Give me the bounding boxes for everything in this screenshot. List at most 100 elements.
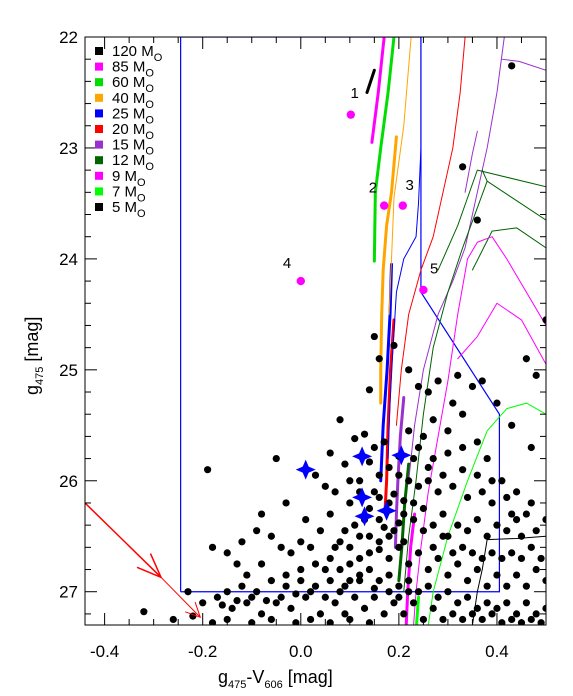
track-9	[404, 512, 417, 625]
field-star-point	[370, 332, 378, 341]
field-star-point	[439, 532, 447, 540]
field-star-point	[306, 615, 315, 624]
legend-label: 12 MO	[112, 152, 154, 173]
field-star-point	[405, 477, 413, 485]
track-thin-orange	[388, 37, 412, 315]
field-star-point	[385, 588, 393, 596]
field-star-point	[409, 454, 418, 463]
legend-swatch	[95, 93, 103, 102]
field-star-point	[434, 488, 442, 496]
track-60	[372, 37, 396, 263]
field-star-point	[331, 599, 339, 607]
x-axis-title: g475-V606 [mag]	[218, 667, 333, 691]
blue-star-marker	[352, 487, 373, 508]
legend-label-sub: O	[137, 208, 146, 220]
y-axis-title-unit: [mag]	[22, 317, 42, 367]
track-thin-green-a	[437, 169, 546, 271]
legend-label-main: 85 M	[112, 59, 145, 76]
field-star-point	[405, 577, 413, 585]
field-star-point	[385, 532, 393, 540]
field-star-point	[321, 565, 329, 574]
field-star-point	[498, 619, 506, 625]
field-star-point	[454, 371, 462, 379]
field-star-point	[537, 554, 545, 563]
legend-label-main: 12 M	[112, 152, 145, 169]
field-star-point	[419, 527, 427, 535]
field-star-point	[512, 516, 521, 524]
legend-swatch	[95, 125, 103, 133]
field-star-point	[532, 610, 540, 618]
field-star-point	[282, 571, 290, 579]
field-star-point	[517, 532, 526, 540]
legend-label: 9 MO	[112, 168, 146, 189]
track-thin-blue	[387, 37, 422, 460]
field-star-point	[341, 582, 349, 590]
field-star-point	[360, 430, 369, 438]
field-star-point	[463, 593, 472, 601]
field-star-point	[468, 549, 477, 557]
field-star-point	[204, 466, 212, 474]
field-star-point	[331, 543, 339, 551]
track-thin-magenta-b	[413, 258, 469, 625]
field-star-point	[336, 538, 344, 546]
field-star-point	[488, 610, 496, 618]
legend-swatch	[95, 203, 103, 211]
legend-label: 20 MO	[112, 121, 154, 142]
field-star-point	[306, 543, 315, 551]
y-axis-title-main: g	[22, 385, 42, 395]
field-star-point	[459, 443, 467, 452]
field-star-point	[400, 610, 408, 618]
field-star-point	[253, 588, 261, 596]
field-star-point	[409, 499, 418, 507]
field-star-point	[375, 545, 383, 554]
field-star-point	[302, 516, 310, 524]
field-star-point	[365, 504, 374, 513]
field-star-point	[405, 427, 413, 435]
field-star-point	[493, 571, 501, 579]
field-star-point	[140, 608, 148, 616]
field-star-point	[414, 549, 423, 557]
field-star-point	[277, 593, 285, 601]
field-star-point	[405, 588, 413, 596]
field-star-point	[248, 593, 256, 601]
y-tick-label: 25	[59, 361, 78, 380]
field-star-point	[365, 532, 374, 540]
blue-star-marker	[352, 446, 373, 467]
field-star-point	[346, 477, 354, 485]
field-star-point	[473, 516, 481, 524]
field-star-point	[365, 565, 374, 574]
x-axis-title-sub2: 606	[264, 679, 282, 691]
field-star-point	[385, 554, 393, 563]
field-star-point	[184, 588, 192, 596]
field-star-point	[522, 510, 530, 518]
field-star-point	[424, 463, 432, 472]
plot-frame	[84, 36, 547, 626]
candidate-point	[346, 110, 356, 119]
y-axis-title-sub: 475	[34, 367, 46, 385]
field-star-point	[483, 599, 491, 607]
track-thin-purple-a	[408, 37, 505, 482]
x-axis-title-unit: [mag]	[283, 667, 333, 687]
track-thin-magenta-c	[457, 302, 546, 365]
track-thin-purple-c	[464, 130, 478, 193]
legend-label: 40 MO	[112, 90, 154, 111]
track-40	[379, 135, 398, 405]
x-tick-label: 0.2	[387, 642, 411, 661]
field-star-point	[542, 516, 546, 524]
y-tick-label: 22	[59, 28, 78, 47]
field-star-point	[390, 490, 398, 498]
field-star-point	[287, 549, 295, 557]
field-star-point	[282, 499, 290, 507]
plot-area	[85, 37, 546, 625]
field-star-point	[331, 488, 339, 496]
field-star-point	[483, 454, 491, 463]
field-star-point	[434, 554, 442, 563]
field-star-point	[405, 560, 413, 568]
field-star-point	[380, 523, 388, 531]
field-star-point	[257, 510, 266, 518]
field-star-point	[341, 610, 349, 618]
legend-label-sub: O	[145, 68, 154, 80]
field-star-point	[468, 382, 477, 391]
field-star-point	[380, 438, 388, 446]
